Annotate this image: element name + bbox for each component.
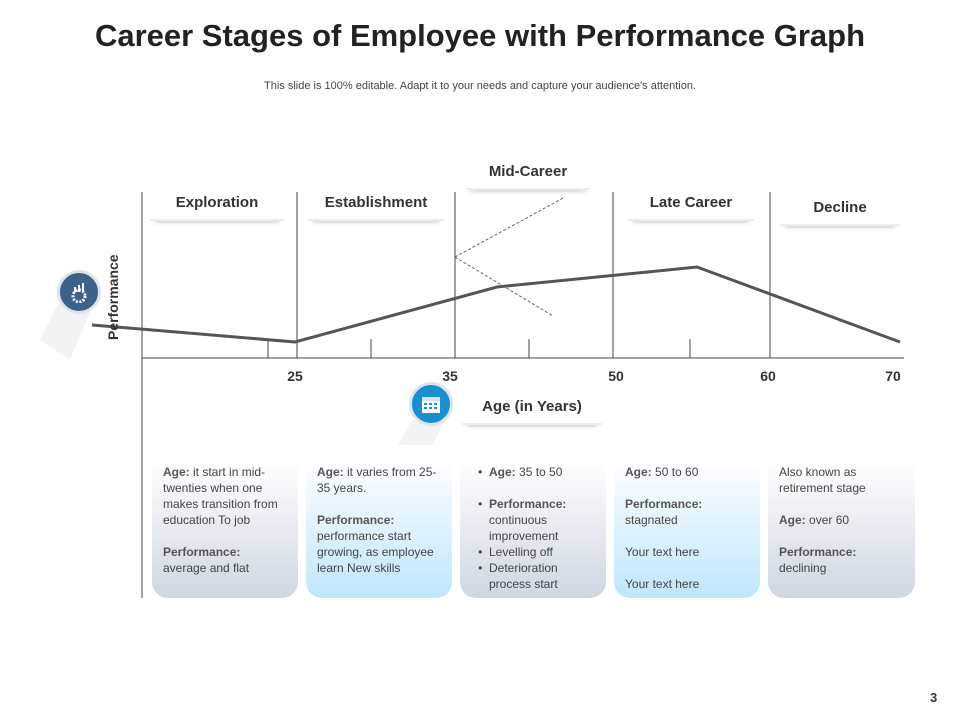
page-number: 3 — [930, 690, 938, 705]
label: Performance: — [317, 513, 395, 527]
text: Deterioration process start — [489, 560, 596, 592]
text: it varies from 25-35 years. — [317, 465, 437, 495]
card-decline: Also known as retirement stage Age: over… — [768, 445, 915, 598]
label: Age: — [779, 513, 806, 527]
text: Your text here — [625, 545, 700, 559]
text: continuous improvement — [489, 513, 559, 543]
label: Age: — [625, 465, 652, 479]
text: Also known as retirement stage — [779, 465, 866, 495]
slide-subtitle: This slide is 100% editable. Adapt it to… — [264, 80, 696, 92]
text: average and flat — [163, 561, 250, 575]
text: 50 to 60 — [655, 465, 699, 479]
x-tick-label: 35 — [442, 368, 458, 384]
x-tick-label: 70 — [885, 368, 901, 384]
x-tick-label: 60 — [760, 368, 776, 384]
card-late-career: Age: 50 to 60 Performance: stagnated Your… — [614, 445, 760, 598]
text: it start in mid-twenties when one makes … — [163, 465, 278, 527]
text: over 60 — [809, 513, 850, 527]
text: stagnated — [625, 513, 678, 527]
performance-gear-icon — [57, 270, 101, 314]
text: Levelling off — [489, 544, 596, 560]
label: Performance: — [779, 545, 857, 559]
text: 35 to 50 — [519, 465, 563, 479]
stage-mid-career: Mid-Career — [466, 159, 590, 190]
performance-line — [91, 265, 901, 344]
card-exploration: Age: it start in mid-twenties when one m… — [152, 445, 298, 598]
card-establishment: Age: it varies from 25-35 years. Perform… — [306, 445, 452, 598]
calendar-icon — [409, 382, 453, 426]
icon-shadow — [40, 300, 95, 360]
slide-title: Career Stages of Employee with Performan… — [94, 18, 866, 53]
label: Age: — [317, 465, 344, 479]
y-axis-label: Performance — [105, 254, 121, 340]
label: Age: — [163, 465, 190, 479]
card-mid-career: Age: 35 to 50 Performance: continuous imp… — [460, 445, 606, 598]
dashed-branch-up — [454, 196, 566, 258]
label: Performance: — [489, 497, 567, 511]
text: declining — [779, 561, 827, 575]
text: performance start growing, as employee l… — [317, 529, 434, 575]
x-tick-label: 25 — [287, 368, 303, 384]
stage-late-career: Late Career — [628, 190, 754, 221]
label: Age: — [489, 465, 516, 479]
stage-exploration: Exploration — [150, 190, 284, 221]
x-axis-label: Age (in Years) — [462, 394, 602, 425]
label: Performance: — [163, 545, 241, 559]
stage-establishment: Establishment — [308, 190, 444, 221]
stage-decline: Decline — [780, 195, 900, 226]
label: Performance: — [625, 497, 703, 511]
text: Your text here — [625, 577, 700, 591]
x-tick-label: 50 — [608, 368, 624, 384]
